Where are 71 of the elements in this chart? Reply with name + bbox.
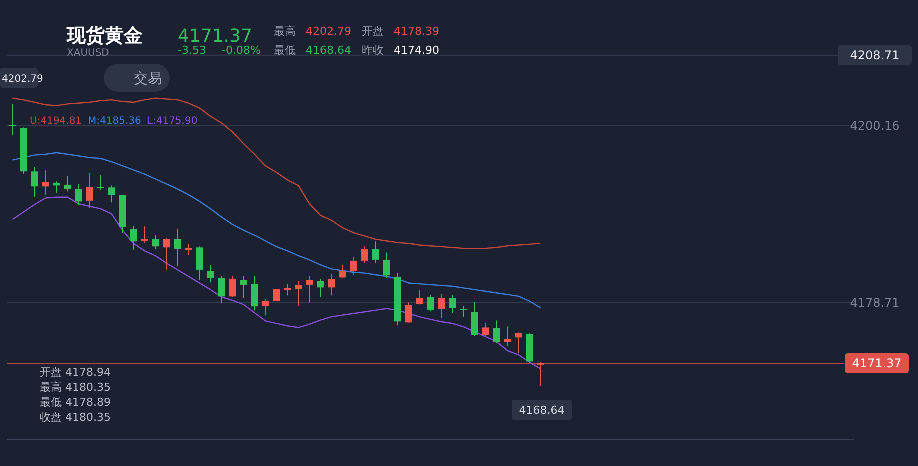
candlestick bbox=[97, 174, 104, 190]
candlestick bbox=[273, 288, 280, 302]
text: 最高 bbox=[274, 25, 296, 38]
candlestick bbox=[449, 294, 456, 314]
candlestick bbox=[460, 305, 468, 318]
candlestick bbox=[64, 175, 72, 192]
text: 4202.79 bbox=[306, 25, 352, 38]
candlestick bbox=[383, 252, 390, 279]
annotation: 4168.64 bbox=[306, 44, 352, 57]
ref-line-label: 4171.37 bbox=[852, 356, 902, 371]
candlestick bbox=[229, 275, 236, 298]
candlestick bbox=[174, 228, 182, 268]
candlestick bbox=[9, 104, 16, 136]
text: 4178.39 bbox=[394, 25, 440, 38]
y-tick-label: 4208.71 bbox=[850, 48, 900, 62]
annotation: 最高 4180.35 bbox=[40, 381, 111, 394]
annotation: 收盘 4180.35 bbox=[40, 411, 111, 424]
candlestick bbox=[350, 256, 358, 276]
candlestick bbox=[416, 290, 424, 306]
annotation: 开盘 4178.94 bbox=[40, 366, 111, 379]
candlestick bbox=[339, 264, 346, 279]
candlestick bbox=[42, 170, 50, 196]
legend: U:4194.81 M:4185.36 L:4175.90 bbox=[30, 116, 198, 127]
annotation: 最低 4178.89 bbox=[40, 396, 111, 409]
candlestick bbox=[141, 226, 148, 244]
text: 开盘 bbox=[362, 25, 384, 38]
candlestick bbox=[537, 362, 544, 387]
candlestick bbox=[515, 332, 522, 354]
candlestick bbox=[328, 273, 336, 296]
annotation: -3.53 bbox=[178, 44, 206, 57]
y-tick-label: 4178.71 bbox=[850, 296, 900, 310]
candlestick bbox=[196, 246, 204, 281]
annotation: 4202.79 bbox=[2, 74, 44, 85]
candlestick bbox=[108, 185, 116, 204]
line-series bbox=[12, 152, 542, 309]
text: 4171.37 bbox=[178, 26, 252, 47]
candlestick bbox=[405, 302, 412, 324]
candlestick bbox=[372, 241, 380, 264]
annotation: 昨收 bbox=[362, 44, 384, 57]
chart-subtitle: XAUUSD bbox=[67, 48, 110, 59]
candlestick bbox=[75, 184, 82, 206]
annotation: 交易 bbox=[134, 71, 162, 87]
annotation: 最低 bbox=[274, 44, 296, 57]
candlestick bbox=[504, 326, 512, 347]
candlestick bbox=[185, 243, 192, 256]
annotation: 4168.64 bbox=[519, 404, 565, 417]
candlestick bbox=[482, 322, 490, 337]
candlestick bbox=[31, 166, 38, 198]
y-tick-label: 4200.16 bbox=[850, 118, 900, 133]
candlestick bbox=[163, 238, 170, 270]
candlestick bbox=[438, 293, 446, 319]
annotation: -0.08% bbox=[222, 44, 261, 57]
chart-title: 现货黄金 bbox=[66, 25, 143, 47]
candlestick bbox=[262, 298, 270, 316]
candlestick bbox=[53, 181, 60, 194]
candlestick bbox=[86, 172, 94, 209]
annotation: 4174.90 bbox=[394, 44, 440, 57]
line-series bbox=[12, 98, 542, 250]
candlestick bbox=[306, 275, 314, 304]
candlestick bbox=[361, 246, 368, 264]
candlestick bbox=[493, 320, 500, 344]
candlestick bbox=[218, 275, 226, 304]
candlestick bbox=[471, 302, 478, 337]
candlestick bbox=[251, 275, 258, 312]
candlestick bbox=[130, 225, 138, 250]
candlestick bbox=[207, 264, 214, 284]
candlestick bbox=[240, 275, 248, 299]
candlestick bbox=[317, 278, 324, 298]
candlestick bbox=[427, 294, 434, 312]
candlestick bbox=[284, 283, 292, 296]
candlestick bbox=[152, 234, 160, 250]
